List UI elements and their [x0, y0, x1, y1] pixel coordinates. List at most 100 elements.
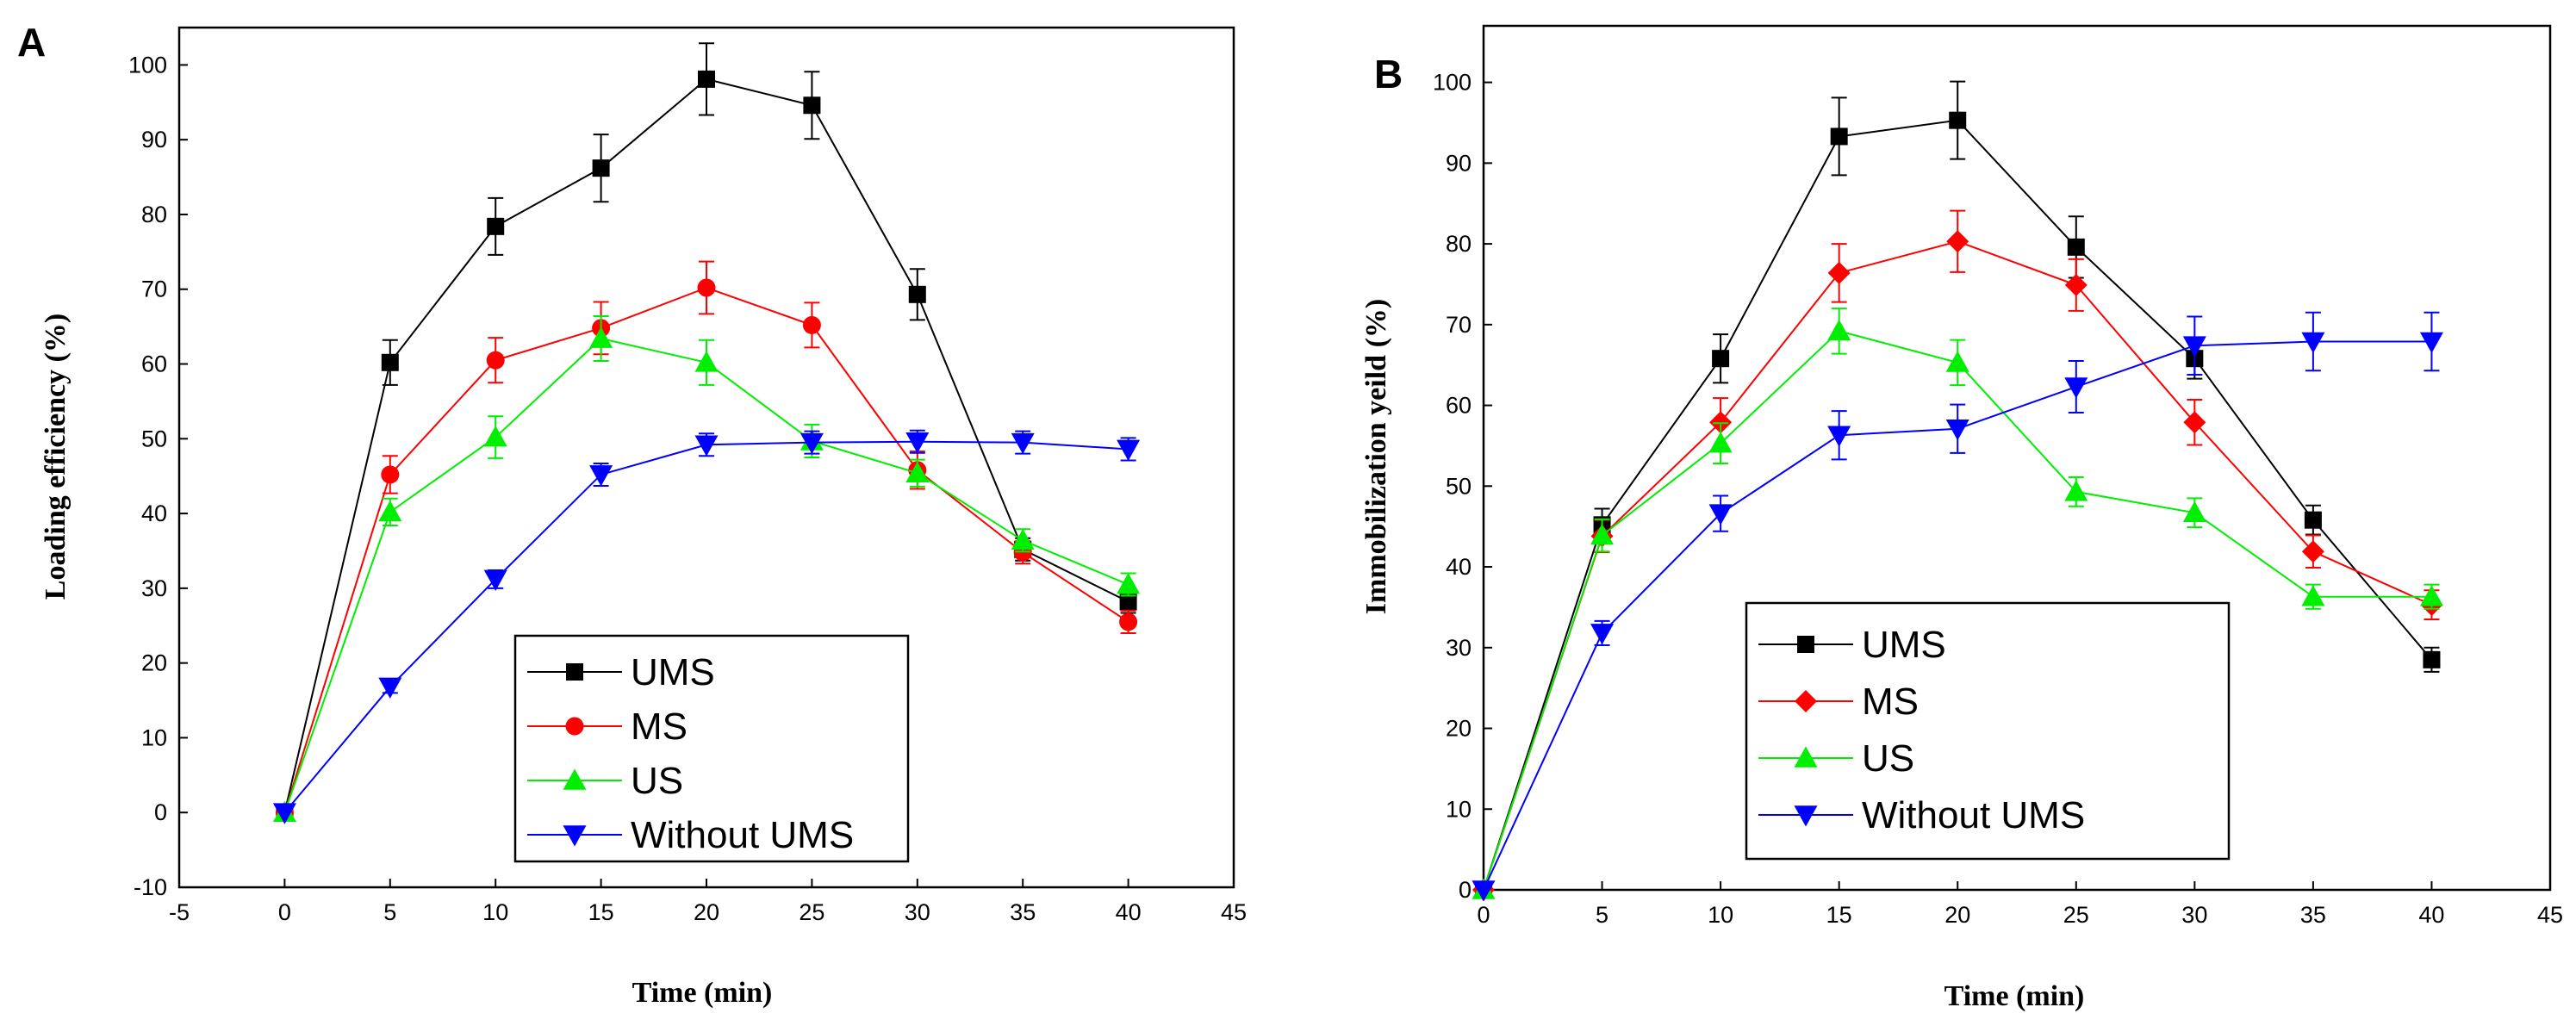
x-tick-label-b: 25	[2063, 902, 2089, 928]
data-point	[2423, 650, 2441, 668]
legend-marker	[1795, 690, 1817, 712]
data-point	[2067, 238, 2085, 256]
y-tick-label-a: 100	[128, 52, 167, 78]
x-tick-label-b: 10	[1708, 902, 1733, 928]
data-point	[272, 803, 296, 824]
x-tick-label-a: 20	[694, 899, 719, 925]
y-tick-label-b: 70	[1446, 312, 1472, 338]
x-tick-label-a: 25	[799, 899, 824, 925]
data-point	[1712, 350, 1730, 368]
data-point	[1119, 593, 1137, 611]
y-tick-label-a: 0	[154, 799, 167, 825]
data-point	[1119, 612, 1138, 631]
data-point	[381, 465, 400, 484]
legend-marker	[563, 768, 587, 790]
data-point	[2304, 511, 2322, 529]
data-point	[1827, 319, 1851, 341]
data-point	[378, 500, 402, 522]
data-point	[589, 326, 613, 348]
y-tick-label-a: 10	[141, 724, 167, 750]
y-axis-title-b: Immobilization yeild (%)	[1360, 299, 1392, 614]
y-tick-label-a: 40	[141, 500, 167, 526]
x-axis-title-b: Time (min)	[1944, 980, 2085, 1012]
data-point	[1949, 111, 1967, 129]
legend-marker	[563, 825, 587, 847]
x-tick-label-a: 15	[588, 899, 614, 925]
data-point	[378, 677, 402, 699]
x-tick-label-a: 30	[905, 899, 930, 925]
y-axis-title-a: Loading efficiency (%)	[40, 314, 72, 600]
y-tick-label-b: 90	[1446, 150, 1472, 176]
x-tick-label-a: 0	[278, 899, 291, 925]
data-point	[697, 278, 716, 297]
legend-marker	[1794, 805, 1818, 827]
y-tick-label-b: 100	[1433, 70, 1472, 96]
data-point	[1827, 426, 1851, 447]
legend-a: UMS MS US Without UMS	[513, 634, 910, 863]
data-point	[486, 351, 505, 370]
y-tick-label-b: 0	[1459, 877, 1472, 903]
panel-label-a: A	[17, 20, 46, 65]
panel-label-b: B	[1374, 52, 1403, 96]
data-point	[2182, 500, 2206, 523]
data-point	[483, 426, 507, 447]
x-tick-label-b: 30	[2181, 902, 2207, 928]
x-tick-label-b: 0	[1477, 902, 1490, 928]
y-tick-label-b: 40	[1446, 554, 1472, 580]
data-point	[1117, 573, 1141, 594]
x-tick-label-b: 45	[2537, 902, 2563, 928]
y-tick-label-a: 90	[141, 127, 167, 152]
y-tick-label-a: 60	[141, 351, 167, 377]
legend-label: US	[631, 760, 683, 802]
legend-marker	[1794, 746, 1818, 768]
data-point	[1945, 351, 1969, 372]
y-tick-label-a: -10	[134, 874, 167, 900]
data-point	[589, 465, 613, 487]
legend-marker	[565, 717, 584, 736]
data-point	[2064, 480, 2088, 501]
data-point	[1827, 261, 1851, 284]
data-point	[1708, 432, 1733, 453]
x-tick-label-a: 10	[482, 899, 508, 925]
data-point	[802, 315, 821, 334]
data-point	[694, 351, 719, 372]
y-tick-label-a: 70	[141, 277, 167, 302]
y-tick-label-a: 80	[141, 202, 167, 227]
x-axis-title-a: Time (min)	[632, 977, 773, 1009]
data-point	[487, 217, 505, 235]
x-tick-label-b: 35	[2300, 902, 2326, 928]
y-tick-label-b: 50	[1446, 473, 1472, 499]
data-point	[1590, 523, 1615, 545]
data-point	[483, 569, 507, 591]
data-point	[1830, 127, 1848, 146]
panel-b: B 0 5 10 15 20 25 30 35 40 45 0 10 20 30 40 50 60 70 80 90 1…	[1360, 24, 2563, 1012]
legend-label: UMS	[1862, 624, 1946, 666]
y-tick-label-a: 50	[141, 426, 167, 451]
data-point	[803, 96, 821, 115]
legend-marker	[566, 663, 583, 681]
data-point	[2301, 585, 2325, 606]
data-point	[1590, 624, 1615, 645]
legend-label: MS	[1862, 681, 1919, 723]
data-point	[2301, 332, 2325, 354]
legend-box	[1745, 601, 2231, 861]
legend-label: US	[1862, 737, 1914, 780]
x-tick-label-b: 20	[1944, 902, 1970, 928]
legend-b: UMS MS US Without UMS	[1745, 601, 2231, 861]
series-without-ums-a	[272, 429, 1141, 824]
data-point	[1472, 880, 1496, 902]
legend-label: Without UMS	[631, 814, 854, 856]
data-point	[1946, 230, 1969, 253]
x-tick-label-a: 45	[1221, 899, 1247, 925]
data-point	[908, 285, 926, 303]
data-point	[1708, 504, 1733, 525]
y-tick-label-b: 10	[1446, 796, 1472, 822]
x-tick-label-b: 15	[1826, 902, 1852, 928]
data-point	[1117, 439, 1141, 461]
x-tick-label-a: -5	[169, 899, 190, 925]
data-point	[2183, 411, 2206, 434]
data-point	[2301, 540, 2324, 563]
data-point	[2419, 585, 2443, 606]
panel-a: A -5 0 5 10 15 20 25 30 35 40 45 -10 0 10 20 30 40 50 60 70…	[17, 20, 1247, 1009]
data-point	[800, 432, 824, 455]
